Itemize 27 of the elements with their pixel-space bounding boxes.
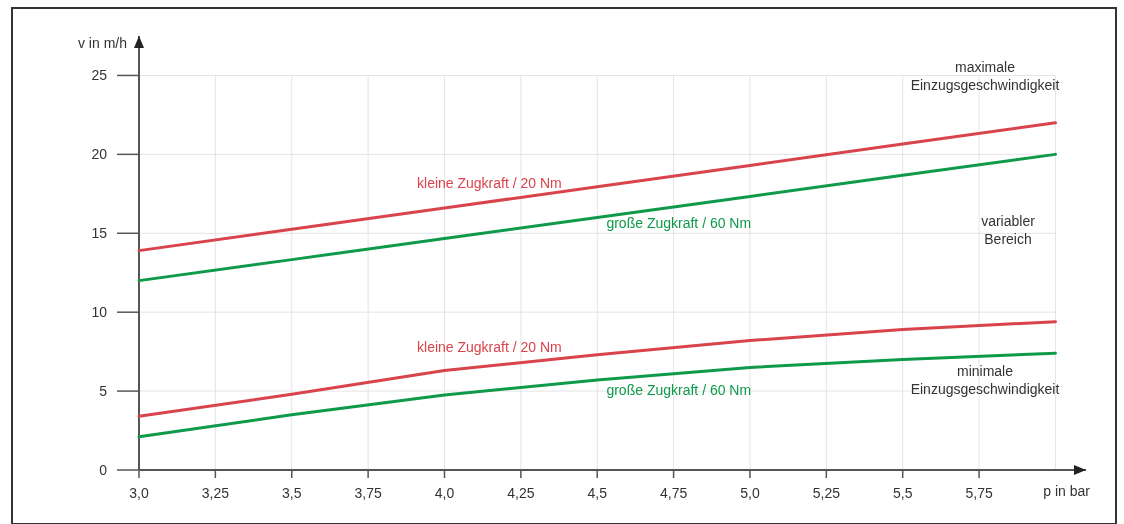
y-tick-label: 10 (91, 304, 108, 321)
series-label: kleine Zugkraft / 20 Nm (417, 338, 562, 355)
x-tick-label: 5,75 (965, 485, 993, 501)
y-tick-label: 20 (91, 146, 108, 163)
series-label: große Zugkraft / 60 Nm (606, 215, 752, 232)
annotation: maximale Einzugsgeschwindigkeit (910, 59, 1060, 93)
x-tick-label: 4,5 (587, 485, 608, 501)
y-tick-label: 0 (99, 462, 108, 478)
y-tick-label: 15 (91, 225, 108, 242)
x-tick-label: 5,5 (892, 485, 913, 501)
x-axis-title: p in bar (1043, 483, 1091, 499)
x-tick-label: 3,75 (354, 485, 382, 501)
y-tick-label: 5 (99, 383, 108, 400)
x-tick-label: 4,75 (659, 485, 688, 501)
x-tick-label: 5,0 (740, 485, 760, 501)
x-tick-label: 3,25 (201, 485, 230, 501)
x-tick-label: 4,0 (434, 485, 455, 501)
x-tick-label: 3,0 (129, 485, 149, 501)
x-tick-label: 3,5 (282, 485, 302, 501)
series-label: kleine Zugkraft / 20 Nm (417, 174, 562, 191)
annotation: variabler Bereich (981, 213, 1036, 247)
y-tick-label: 25 (91, 67, 108, 84)
x-tick-label: 4,25 (507, 485, 535, 501)
x-tick-label: 5,25 (812, 485, 841, 501)
series-label: große Zugkraft / 60 Nm (606, 382, 752, 399)
annotation: minimale Einzugsgeschwindigkeit (910, 363, 1060, 397)
y-axis-title: v in m/h (77, 35, 127, 51)
